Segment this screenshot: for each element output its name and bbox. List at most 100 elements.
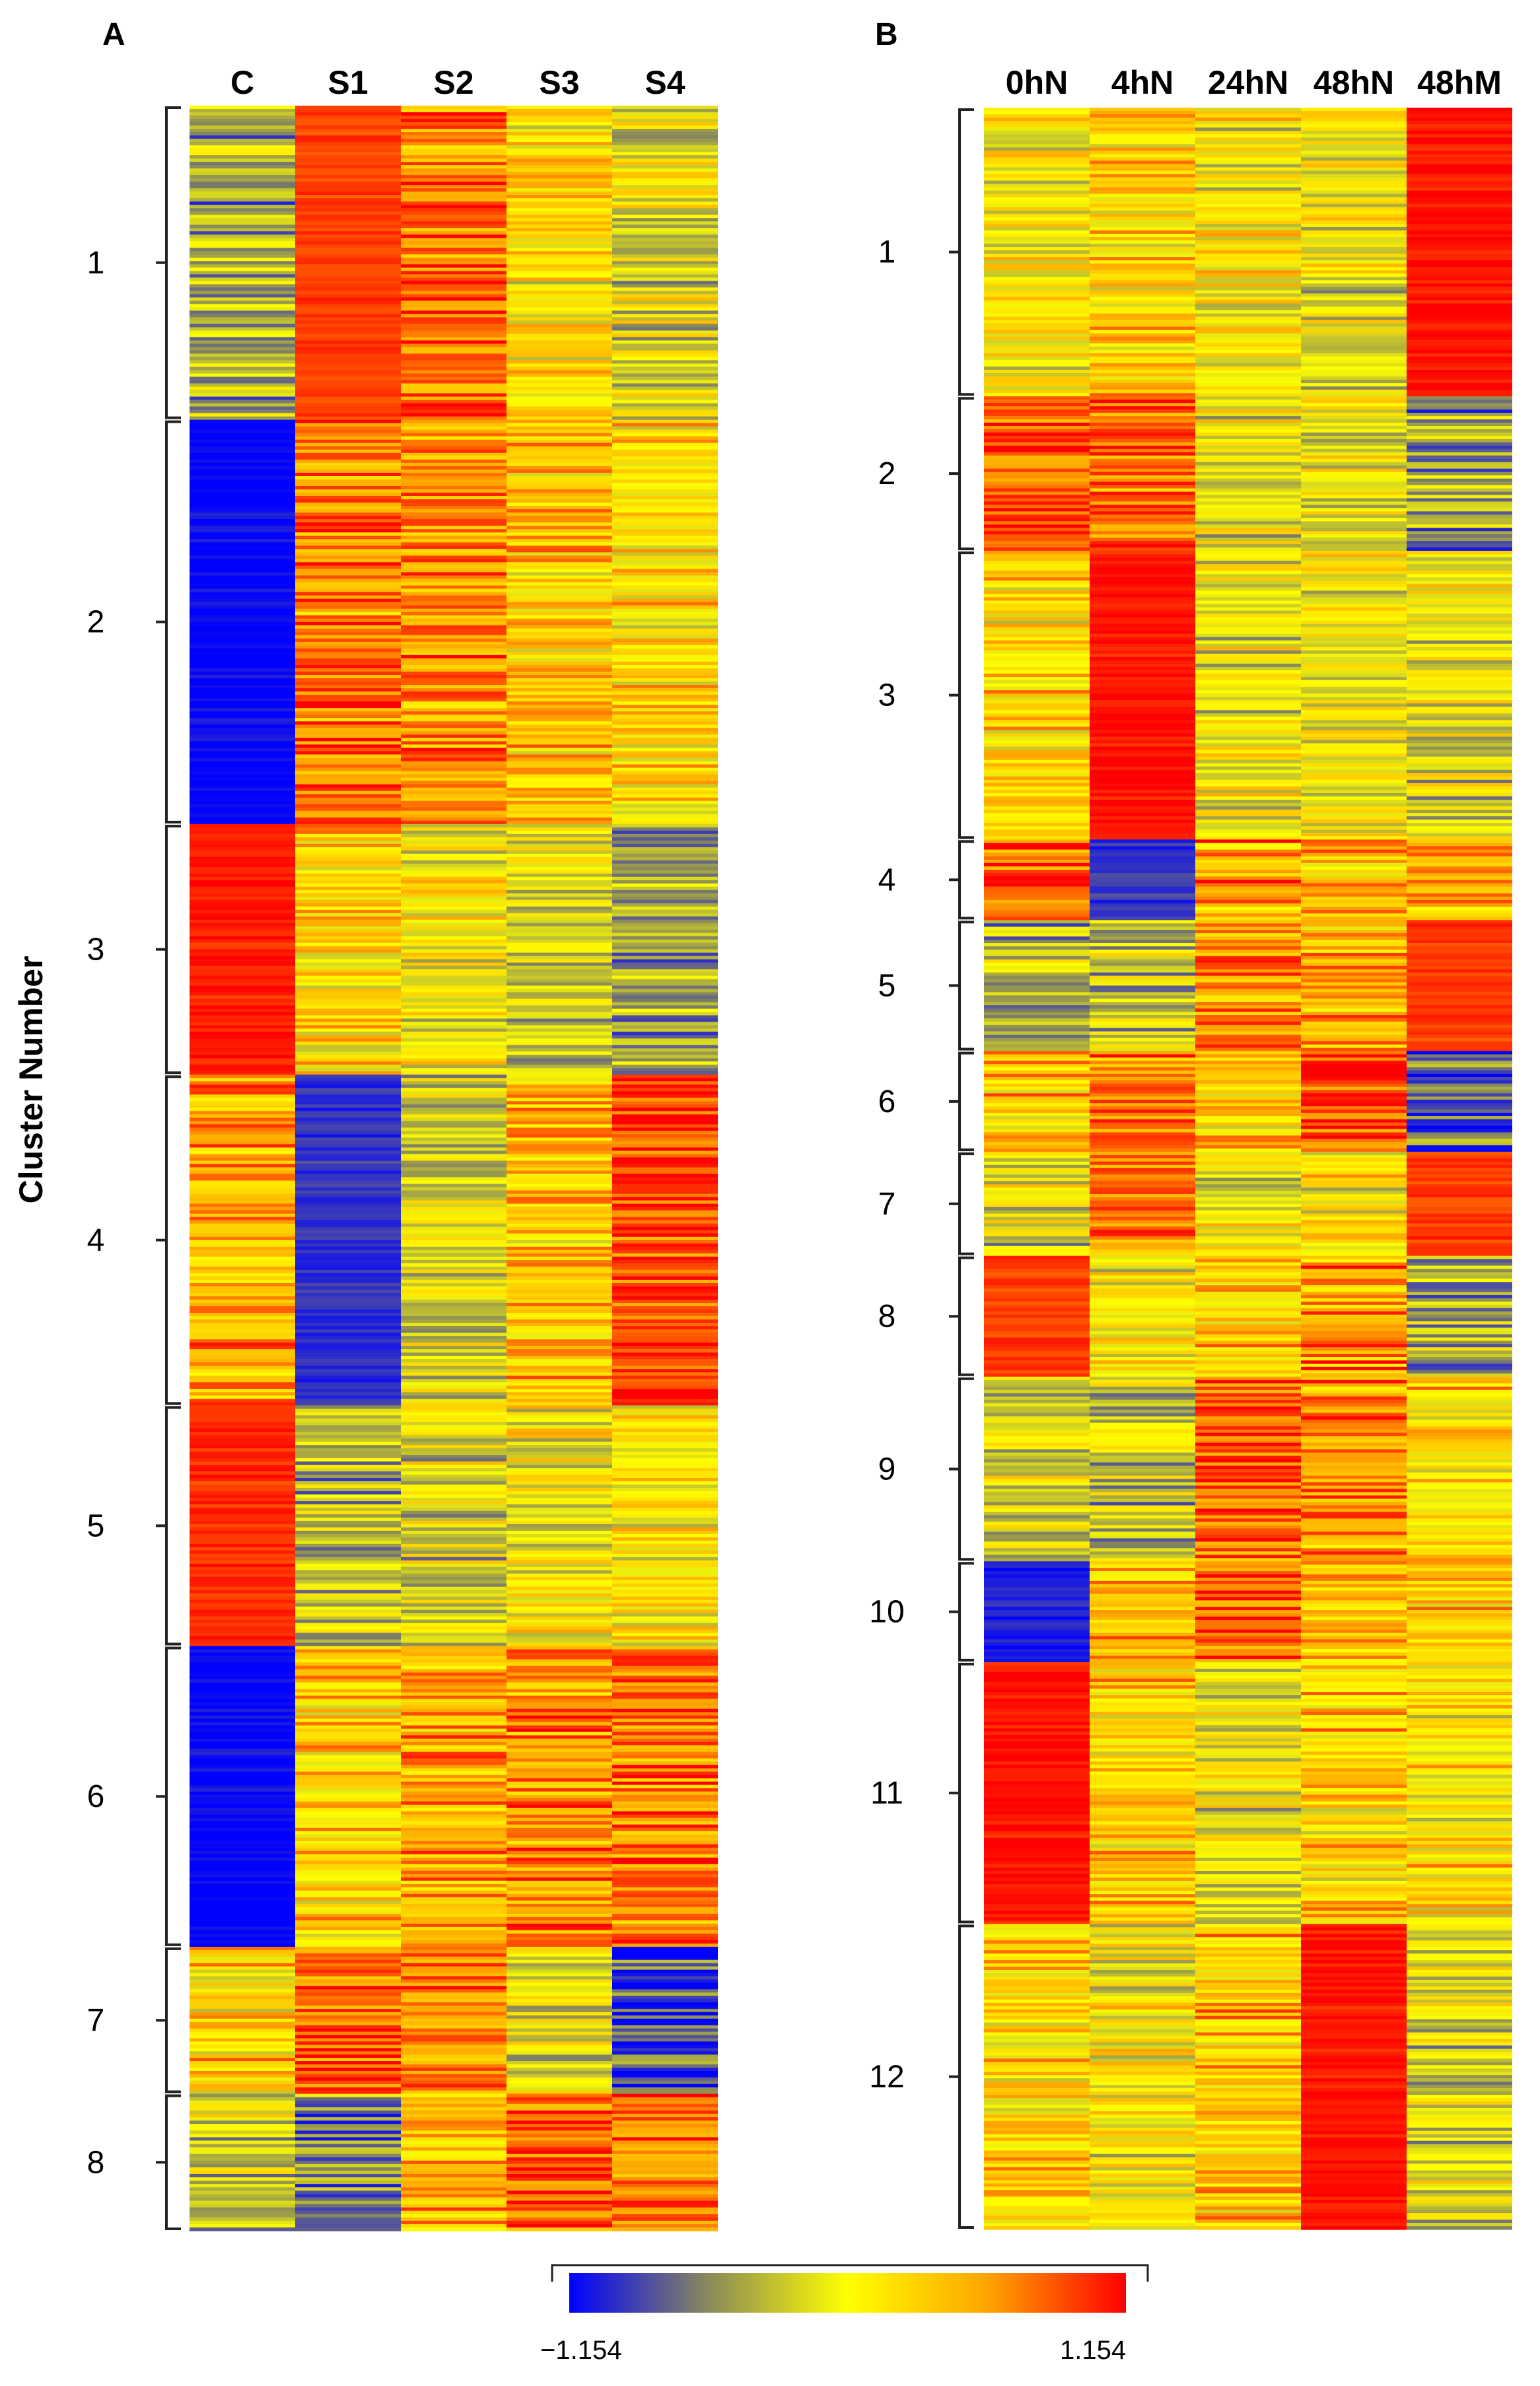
heatmap-cell (295, 837, 401, 841)
heatmap-cell (295, 1041, 401, 1045)
heatmap-cell (1301, 376, 1407, 380)
heatmap-cell (612, 635, 718, 639)
heatmap-cell (295, 2227, 401, 2231)
heatmap-cell (401, 853, 507, 858)
heatmap-cell (401, 396, 507, 401)
heatmap-cell (612, 1669, 718, 1673)
heatmap-cell (1301, 733, 1407, 738)
heatmap-cell (1195, 927, 1301, 930)
heatmap-cell (1407, 396, 1512, 400)
heatmap-cell (1301, 498, 1407, 503)
heatmap-cell (190, 804, 295, 808)
heatmap-cell (612, 572, 718, 577)
heatmap-cell (295, 125, 401, 129)
column-header-c: C (230, 64, 254, 101)
heatmap-cell (507, 1573, 612, 1578)
heatmap-cell (1090, 856, 1195, 860)
heatmap-cell (507, 1187, 612, 1191)
heatmap-cell (401, 238, 507, 242)
heatmap-cell (190, 516, 295, 520)
heatmap-cell (190, 906, 295, 911)
heatmap-cell (1090, 880, 1195, 884)
heatmap-cell (295, 1699, 401, 1703)
heatmap-cell (401, 1008, 507, 1013)
heatmap-cell (612, 1415, 718, 1419)
heatmap-cell (1195, 1233, 1301, 1237)
heatmap-cell (507, 1514, 612, 1518)
heatmap-cell (1407, 684, 1512, 687)
heatmap-cell (1301, 933, 1407, 937)
heatmap-cell (190, 797, 295, 802)
heatmap-cell (1195, 1213, 1301, 1218)
heatmap-cell (507, 1389, 612, 1393)
heatmap-cell (1301, 663, 1407, 668)
heatmap-cell (1407, 400, 1512, 404)
heatmap-cell (190, 1316, 295, 1320)
heatmap-cell (190, 837, 295, 841)
heatmap-cell (1407, 726, 1512, 731)
cluster-5-column-s3 (507, 1405, 612, 1647)
heatmap-cell (295, 1907, 401, 1911)
heatmap-cell (984, 700, 1090, 704)
heatmap-cell (190, 1276, 295, 1281)
heatmap-cell (1407, 893, 1512, 897)
heatmap-cell (507, 116, 612, 120)
heatmap-cell (507, 416, 612, 421)
heatmap-cell (1195, 1067, 1301, 1071)
heatmap-cell (401, 1409, 507, 1413)
heatmap-cell (507, 1817, 612, 1822)
heatmap-cell (401, 1160, 507, 1165)
heatmap-cell (1090, 956, 1195, 960)
heatmap-cell (190, 1976, 295, 1980)
heatmap-cell (295, 2021, 401, 2026)
heatmap-cell (401, 1576, 507, 1581)
column-header-s2: S2 (433, 64, 473, 101)
heatmap-cell (507, 2157, 612, 2161)
heatmap-cell (190, 1282, 295, 1287)
heatmap-cell (612, 2103, 718, 2108)
heatmap-cell (295, 672, 401, 676)
heatmap-cell (1195, 380, 1301, 384)
heatmap-cell (295, 705, 401, 709)
heatmap-cell (1407, 962, 1512, 967)
heatmap-cell (507, 1127, 612, 1132)
heatmap-cell (1090, 564, 1195, 568)
heatmap-cell (401, 1015, 507, 1020)
heatmap-cell (190, 1900, 295, 1905)
heatmap-cell (612, 2147, 718, 2152)
heatmap-cell (1090, 810, 1195, 814)
heatmap-cell (190, 1154, 295, 1158)
heatmap-cell (1090, 663, 1195, 668)
heatmap-cell (295, 333, 401, 338)
heatmap-cell (1195, 564, 1301, 568)
heatmap-cell (507, 1253, 612, 1257)
heatmap-cell (295, 350, 401, 355)
heatmap-cell (612, 175, 718, 179)
heatmap-cell (295, 1292, 401, 1297)
heatmap-cell (1301, 607, 1407, 612)
heatmap-cell (1301, 458, 1407, 463)
heatmap-cell (1407, 975, 1512, 980)
heatmap-cell (1090, 826, 1195, 830)
heatmap-cell (401, 436, 507, 440)
heatmap-cell (1301, 917, 1407, 921)
heatmap-cell (190, 165, 295, 169)
heatmap-cell (1090, 843, 1195, 847)
heatmap-cell (295, 1422, 401, 1426)
heatmap-cell (1195, 190, 1301, 195)
heatmap-cell (507, 1940, 612, 1944)
heatmap-cell (401, 1583, 507, 1588)
heatmap-cell (1090, 1203, 1195, 1208)
heatmap-cell (1301, 740, 1407, 744)
heatmap-cell (612, 705, 718, 709)
heatmap-cell (1301, 890, 1407, 894)
heatmap-cell (295, 1279, 401, 1284)
heatmap-cell (1090, 836, 1195, 840)
heatmap-cell (190, 1216, 295, 1221)
heatmap-cell (1195, 244, 1301, 248)
heatmap-cell (295, 145, 401, 149)
heatmap-cell (612, 1959, 718, 1964)
heatmap-cell (190, 429, 295, 434)
heatmap-cell (507, 172, 612, 176)
heatmap-cell (190, 1771, 295, 1776)
